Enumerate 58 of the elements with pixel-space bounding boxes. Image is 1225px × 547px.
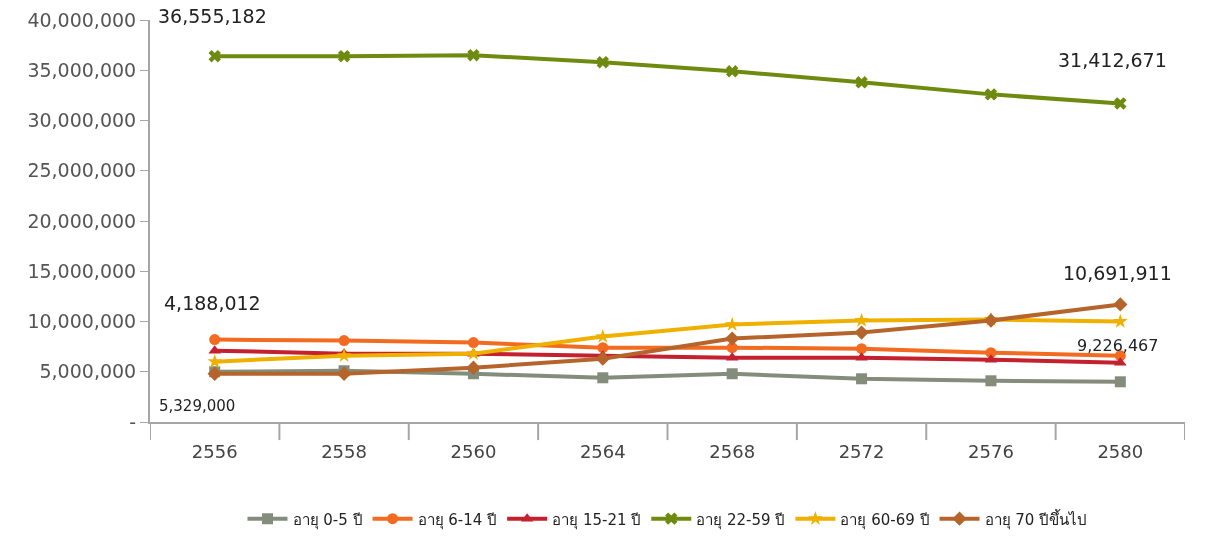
- point: [726, 368, 738, 380]
- point: [854, 325, 869, 340]
- legend-label: อายุ 0-5 ปี: [292, 510, 363, 530]
- y-tick-label: 10,000,000: [27, 310, 137, 333]
- annotation: 4,188,012: [164, 292, 261, 314]
- point: [596, 55, 610, 69]
- point: [207, 354, 223, 368]
- point: [209, 334, 221, 346]
- point: [336, 366, 352, 381]
- x-tick-label: 2576: [968, 440, 1014, 462]
- point: [1114, 376, 1126, 388]
- point: [595, 351, 610, 366]
- x-tick-label: 2568: [709, 440, 756, 462]
- y-tick-label: -: [129, 410, 137, 433]
- point: [336, 347, 352, 362]
- point: [985, 375, 997, 387]
- point: [724, 316, 740, 331]
- y-tick-label: 40,000,000: [27, 8, 137, 31]
- annotation: 9,226,467: [1077, 336, 1159, 355]
- point: [467, 48, 480, 62]
- legend-label: อายุ 22-59 ปี: [696, 510, 786, 530]
- point: [597, 372, 609, 384]
- annotation: 31,412,671: [1058, 49, 1167, 71]
- x-tick-label: 2564: [579, 440, 626, 462]
- point: [1112, 313, 1128, 328]
- point: [855, 76, 868, 89]
- y-tick-label: 15,000,000: [27, 259, 137, 282]
- point: [338, 335, 350, 347]
- x-tick-label: 2580: [1097, 440, 1144, 462]
- point: [984, 88, 998, 101]
- legend-label: อายุ 70 ปีขึ้นไป: [984, 508, 1088, 530]
- point: [597, 342, 609, 354]
- y-tick-label: 20,000,000: [27, 209, 137, 232]
- y-tick-label: 25,000,000: [27, 159, 137, 182]
- legend-label: อายุ 60-69 ปี: [840, 510, 930, 530]
- legend-label: อายุ 15-21 ปี: [552, 510, 642, 530]
- point: [725, 65, 739, 78]
- point: [856, 373, 868, 385]
- point: [725, 331, 740, 346]
- point: [466, 360, 481, 375]
- point: [854, 312, 869, 327]
- legend-label: อายุ 6-14 ปี: [417, 510, 498, 530]
- y-tick-label: 5,000,000: [39, 360, 137, 383]
- x-tick-label: 2560: [450, 440, 497, 462]
- point: [467, 337, 479, 349]
- annotation: 5,329,000: [159, 397, 236, 415]
- x-tick-label: 2572: [838, 440, 885, 462]
- x-tick-label: 2558: [321, 440, 367, 462]
- annotation: 36,555,182: [158, 5, 267, 27]
- annotation: 10,691,911: [1063, 262, 1172, 284]
- point: [1113, 297, 1128, 312]
- y-tick-label: 35,000,000: [27, 58, 137, 81]
- point: [208, 49, 221, 63]
- y-tick-label: 30,000,000: [27, 109, 137, 132]
- point: [1114, 97, 1127, 110]
- x-tick-label: 2556: [191, 440, 238, 462]
- point: [337, 49, 351, 63]
- point: [856, 343, 868, 355]
